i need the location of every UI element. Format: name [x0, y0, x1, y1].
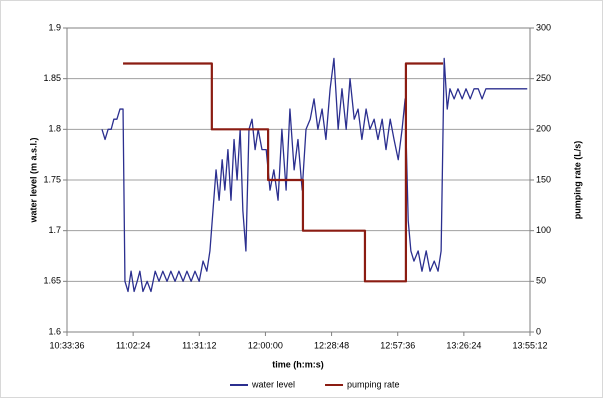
y-tick-label: 1.85	[43, 73, 61, 83]
x-tick-label: 10:33:36	[49, 340, 84, 350]
x-tick-label: 12:00:00	[248, 340, 283, 350]
x-tick-label: 12:28:48	[314, 340, 349, 350]
y2-tick-label: 100	[536, 225, 551, 235]
y-tick-label: 1.8	[48, 124, 61, 134]
legend-label: water level	[251, 379, 295, 389]
y2-tick-label: 300	[536, 22, 551, 32]
y-tick-label: 1.65	[43, 276, 61, 286]
y-tick-label: 1.9	[48, 22, 61, 32]
y-tick-label: 1.75	[43, 174, 61, 184]
y2-axis-title: pumping rate (L/s)	[572, 141, 582, 220]
y2-tick-label: 50	[536, 276, 546, 286]
x-tick-label: 13:26:24	[446, 340, 481, 350]
x-tick-label: 11:02:24	[116, 340, 150, 350]
plot-area	[66, 27, 531, 333]
legend-label: pumping rate	[347, 379, 400, 389]
y-tick-label: 1.7	[48, 225, 61, 235]
x-tick-label: 11:31:12	[182, 340, 216, 350]
y-axis-title: water level (m a.s.l.)	[28, 137, 38, 223]
y2-tick-label: 150	[536, 174, 551, 184]
series-line	[123, 62, 444, 283]
y2-tick-label: 250	[536, 73, 551, 83]
x-tick-label: 12:57:36	[380, 340, 415, 350]
x-tick-label: 13:55:12	[512, 340, 547, 350]
y-tick-label: 1.6	[48, 326, 61, 336]
series-line	[101, 57, 528, 293]
x-axis-title: time (h:m:s)	[272, 359, 324, 369]
y2-tick-label: 0	[536, 326, 541, 336]
y2-tick-label: 200	[536, 124, 551, 134]
